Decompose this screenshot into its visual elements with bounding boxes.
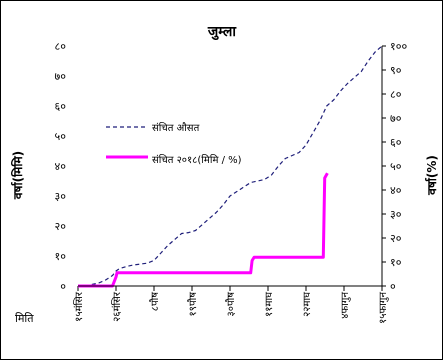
legend-label-2018: संचित २०१८(मिमि / %) (152, 154, 242, 166)
x-tick-label: ४फागुन (340, 292, 351, 319)
left-tick-label: १० (55, 250, 67, 263)
left-tick-label: ७० (55, 70, 67, 83)
series-2018-line (78, 172, 329, 288)
right-tick-label: १० (390, 256, 402, 269)
x-axis-label: मिति (15, 312, 34, 325)
x-tick-label: १९पौष (187, 292, 199, 317)
x-tick-label: ११माघ (264, 291, 275, 317)
left-tick-label: ३० (55, 190, 67, 203)
right-tick-label: १०० (390, 40, 407, 53)
right-tick-label: ० (390, 280, 396, 293)
left-tick-label: ८० (55, 40, 67, 53)
right-tick-label: ७० (390, 112, 402, 125)
legend-label-average: संचित औसत (152, 122, 200, 134)
x-tick-label: ८पौष (149, 292, 161, 311)
right-tick-label: ६० (390, 136, 402, 149)
y-axis-right-label: वर्षा(%) (425, 155, 439, 196)
left-tick-label: ४० (55, 160, 67, 173)
left-tick-label: ६० (55, 100, 67, 113)
y-axis-left-label: वर्षा(मिमि) (11, 151, 25, 200)
x-tick-label: ३०पौष (225, 292, 237, 317)
right-tick-label: २० (390, 232, 402, 245)
chart-title: जुम्ला (207, 24, 237, 41)
right-axis-ticks: ० १० २० ३० ४० ५० ६० ७० ८० ९० १०० (382, 40, 407, 293)
left-tick-label: ० (60, 280, 66, 293)
x-tick-label: २६मंसिर (111, 291, 123, 322)
right-tick-label: ३० (390, 208, 402, 221)
left-tick-label: ५० (55, 130, 67, 143)
right-tick-label: ५० (390, 160, 402, 173)
legend: संचित औसत संचित २०१८(मिमि / %) (106, 122, 242, 166)
x-tick-label: १५मंसिर (73, 291, 85, 322)
right-tick-label: ८० (390, 88, 402, 101)
x-tick-label: १५फागुन (378, 292, 389, 324)
left-axis-ticks: ० १० २० ३० ४० ५० ६० ७० ८० (55, 40, 67, 293)
right-tick-label: ४० (390, 184, 402, 197)
left-tick-label: २० (55, 220, 67, 233)
x-axis-ticks: १५मंसिर २६मंसिर ८पौष १९पौष ३०पौष ११माघ २२माघ ४फ… (73, 286, 389, 324)
x-tick-label: २२माघ (302, 291, 313, 317)
series-average-line (78, 45, 383, 287)
series-layer (78, 45, 383, 288)
right-tick-label: ९० (390, 64, 402, 77)
